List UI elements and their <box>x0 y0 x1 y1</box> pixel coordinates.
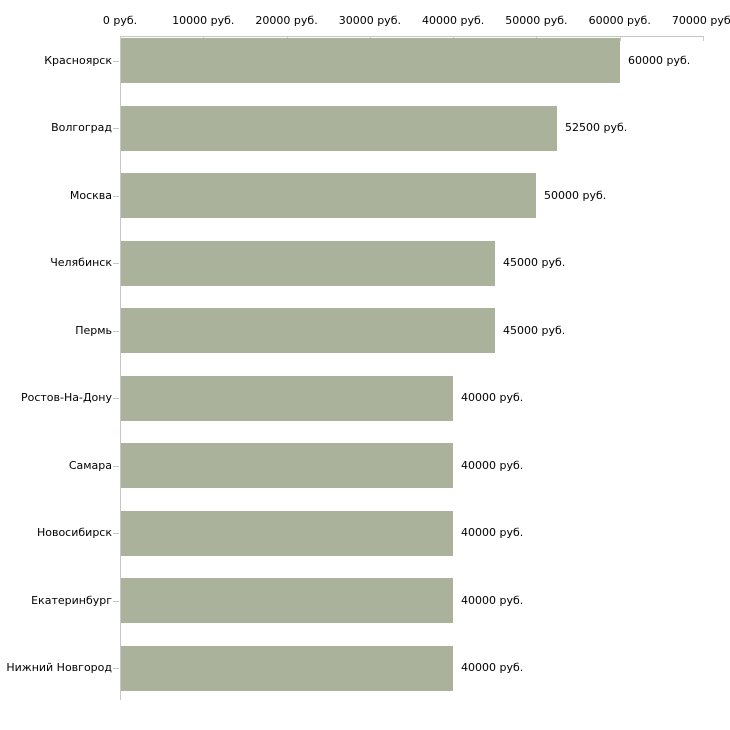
y-axis-line <box>120 36 121 700</box>
x-tick-label: 40000 руб. <box>422 14 485 27</box>
value-label: 40000 руб. <box>461 458 524 472</box>
category-tick-mark <box>113 195 119 197</box>
bar <box>121 240 495 286</box>
category-label: Екатеринбург <box>31 593 112 607</box>
category-tick-mark <box>113 128 119 130</box>
category-tick-mark <box>113 600 119 602</box>
value-label: 45000 руб. <box>503 256 566 270</box>
category-tick-mark <box>113 668 119 670</box>
category-label: Пермь <box>75 323 112 337</box>
category-label: Москва <box>69 188 112 202</box>
x-tick-label: 70000 руб. <box>671 14 730 27</box>
value-label: 60000 руб. <box>628 53 691 67</box>
bar <box>121 510 453 556</box>
category-label: Челябинск <box>50 256 112 270</box>
bar <box>121 308 495 354</box>
bar <box>121 578 453 624</box>
value-label: 40000 руб. <box>461 391 524 405</box>
value-label: 40000 руб. <box>461 526 524 540</box>
category-label: Ростов-На-Дону <box>20 391 112 405</box>
value-label: 50000 руб. <box>544 188 607 202</box>
category-tick-mark <box>113 263 119 265</box>
value-label: 52500 руб. <box>565 121 628 135</box>
value-label: 40000 руб. <box>461 661 524 675</box>
x-tick-mark <box>120 37 121 41</box>
x-tick-mark <box>619 37 621 41</box>
x-tick-label: 10000 руб. <box>172 14 235 27</box>
category-label: Красноярск <box>44 53 112 67</box>
category-label: Волгоград <box>51 121 112 135</box>
x-axis-line <box>120 36 704 37</box>
category-label: Нижний Новгород <box>6 661 112 675</box>
bar <box>121 375 453 421</box>
bar <box>121 443 453 489</box>
x-tick-label: 30000 руб. <box>338 14 401 27</box>
bar <box>121 38 620 83</box>
category-tick-mark <box>113 465 119 467</box>
category-tick-mark <box>113 60 119 62</box>
category-tick-mark <box>113 330 119 332</box>
x-tick-label: 20000 руб. <box>255 14 318 27</box>
x-tick-label: 60000 руб. <box>588 14 651 27</box>
category-label: Самара <box>68 458 112 472</box>
bar <box>121 645 453 691</box>
bar <box>121 173 536 219</box>
value-label: 40000 руб. <box>461 593 524 607</box>
x-tick-mark <box>703 37 704 41</box>
category-tick-mark <box>113 398 119 400</box>
x-tick-label: 50000 руб. <box>505 14 568 27</box>
category-tick-mark <box>113 533 119 535</box>
value-label: 45000 руб. <box>503 323 566 337</box>
x-tick-label: 0 руб. <box>102 14 138 27</box>
category-label: Новосибирск <box>36 526 112 540</box>
bar <box>121 105 557 151</box>
